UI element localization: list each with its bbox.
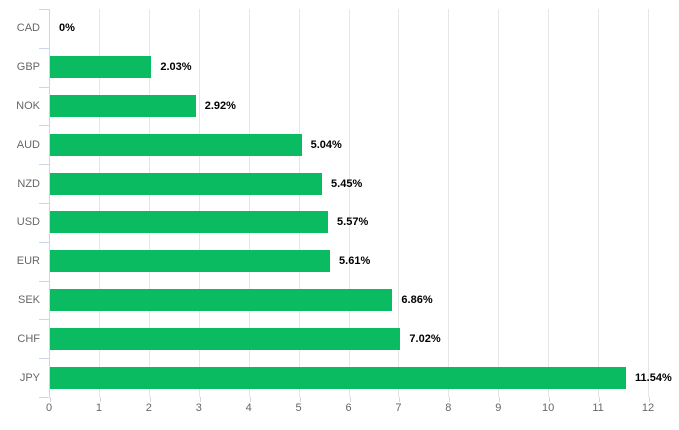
gridline bbox=[298, 9, 300, 397]
bar-row: 0% bbox=[50, 9, 649, 48]
category-label-eur: EUR bbox=[16, 255, 40, 268]
x-axis-tick-label: 7 bbox=[395, 402, 402, 414]
category-axis-tick bbox=[39, 280, 49, 282]
category-axis-tick bbox=[39, 241, 49, 243]
data-label-aud: 5.04% bbox=[310, 138, 342, 151]
bar-row: 7.02% bbox=[50, 319, 649, 358]
category-label-nok: NOK bbox=[16, 99, 40, 112]
gridline bbox=[148, 9, 150, 397]
category-axis-tick bbox=[39, 319, 49, 321]
bar-jpy[interactable] bbox=[50, 366, 627, 389]
category-axis-tick bbox=[39, 47, 49, 49]
data-label-gbp: 2.03% bbox=[160, 61, 192, 74]
gridline bbox=[498, 9, 500, 397]
bar-nzd[interactable] bbox=[50, 172, 323, 195]
category-axis-tick bbox=[39, 397, 49, 398]
category-axis-tick bbox=[39, 203, 49, 204]
gridline bbox=[598, 9, 600, 397]
bar-chf[interactable] bbox=[50, 327, 401, 350]
gridline bbox=[448, 9, 450, 397]
bar-row: 2.92% bbox=[50, 87, 649, 126]
bar-usd[interactable] bbox=[50, 211, 329, 234]
data-label-cad: 0% bbox=[59, 22, 75, 35]
x-axis-tick bbox=[249, 397, 251, 402]
bar-row: 6.86% bbox=[50, 281, 649, 320]
category-axis-tick bbox=[39, 358, 49, 360]
category-label-chf: CHF bbox=[17, 332, 40, 345]
x-axis-tick bbox=[499, 397, 501, 402]
data-label-chf: 7.02% bbox=[409, 332, 441, 345]
x-axis-tick-label: 10 bbox=[542, 402, 555, 414]
x-axis-tick-label: 5 bbox=[295, 402, 302, 414]
bar-eur[interactable] bbox=[50, 250, 331, 273]
bar-nok[interactable] bbox=[50, 94, 196, 117]
category-axis-tick bbox=[39, 86, 49, 88]
x-axis-tick bbox=[199, 397, 201, 402]
x-axis-tick bbox=[349, 397, 351, 402]
gridline bbox=[98, 9, 100, 397]
x-axis-tick-label: 6 bbox=[345, 402, 352, 414]
x-axis-tick bbox=[99, 397, 101, 402]
x-axis-tick-label: 9 bbox=[495, 402, 502, 414]
category-axis-tick bbox=[39, 125, 49, 127]
bar-sek[interactable] bbox=[50, 288, 393, 311]
gridline bbox=[548, 9, 550, 397]
x-axis-tick bbox=[599, 397, 601, 402]
x-axis-tick-label: 4 bbox=[245, 402, 252, 414]
category-label-jpy: JPY bbox=[19, 371, 40, 384]
x-axis-tick-label: 3 bbox=[195, 402, 202, 414]
x-axis-tick bbox=[549, 397, 551, 402]
data-label-jpy: 11.54% bbox=[635, 371, 672, 384]
x-axis-tick-label: 11 bbox=[592, 402, 604, 414]
plot-area: 0% 2.03% 2.92% 5.04% 5.45% 5.57% 5.61% 6.86% 7.0… bbox=[39, 9, 672, 402]
x-axis-tick bbox=[649, 397, 650, 402]
category-label-gbp: GBP bbox=[16, 61, 40, 74]
bar-row: 11.54% bbox=[50, 358, 672, 397]
bar-row: 5.45% bbox=[50, 164, 649, 203]
data-label-sek: 6.86% bbox=[401, 293, 433, 306]
x-axis-tick bbox=[149, 397, 151, 402]
category-label-nzd: NZD bbox=[17, 177, 40, 190]
bar-row: 2.03% bbox=[50, 48, 649, 87]
gridline bbox=[648, 9, 649, 397]
x-axis-tick bbox=[50, 397, 51, 402]
x-axis-tick bbox=[299, 397, 301, 402]
x-axis-tick-label: 8 bbox=[445, 402, 452, 414]
category-axis-tick bbox=[39, 9, 49, 10]
category-axis-tick bbox=[39, 164, 49, 166]
x-axis-tick-label: 12 bbox=[641, 402, 655, 414]
bar-gbp[interactable] bbox=[50, 56, 152, 79]
bar-row: 5.04% bbox=[50, 125, 649, 164]
x-axis-tick bbox=[399, 397, 401, 402]
data-label-usd: 5.57% bbox=[337, 216, 369, 229]
category-label-aud: AUD bbox=[16, 138, 40, 151]
gridline bbox=[398, 9, 400, 397]
gridline bbox=[248, 9, 250, 397]
data-label-nzd: 5.45% bbox=[331, 177, 363, 190]
bar-row: 5.61% bbox=[50, 242, 649, 281]
x-axis-tick-label: 2 bbox=[145, 402, 152, 414]
x-axis-tick bbox=[449, 397, 451, 402]
category-label-cad: CAD bbox=[16, 22, 40, 35]
data-label-nok: 2.92% bbox=[204, 99, 236, 112]
x-axis-tick-label: 0 bbox=[45, 402, 53, 414]
gridline bbox=[198, 9, 200, 397]
x-axis-tick-label: 1 bbox=[95, 402, 102, 414]
bar-row: 5.57% bbox=[50, 203, 649, 242]
data-label-eur: 5.61% bbox=[339, 255, 371, 268]
gridline bbox=[348, 9, 350, 397]
bar-aud[interactable] bbox=[50, 133, 302, 156]
category-label-usd: USD bbox=[16, 216, 40, 229]
category-label-sek: SEK bbox=[17, 293, 40, 306]
